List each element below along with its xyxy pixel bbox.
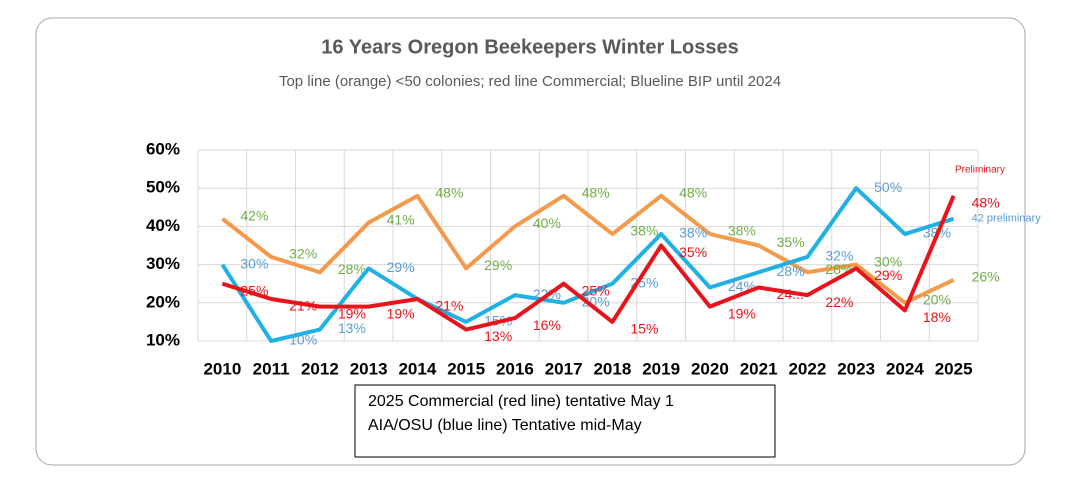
x-tick-label: 2016 (496, 359, 534, 378)
data-label: 42% (240, 207, 268, 223)
data-label: 32% (825, 248, 853, 264)
line (221, 193, 955, 305)
chart-title: 16 Years Oregon Beekeepers Winter Losses (321, 36, 738, 58)
plot: 10% 20% 30% 40% 50% 60% 2010 2011 2012 2013 2014 20… (146, 139, 1041, 378)
data-label: 21% (435, 298, 463, 314)
data-label: 28% (777, 263, 805, 279)
x-tick-label: 2010 (203, 359, 241, 378)
data-label: 10% (289, 332, 317, 348)
data-label: 25% (240, 282, 268, 298)
x-tick-label: 2021 (740, 359, 778, 378)
data-label: 21% (289, 298, 317, 314)
y-tick-label: 50% (146, 178, 180, 197)
x-tick-label: 2012 (301, 359, 339, 378)
data-label: 35% (679, 244, 707, 260)
data-label: 29% (387, 259, 415, 275)
data-label: 35% (777, 234, 805, 250)
x-tick-label: 2014 (398, 359, 436, 378)
y-tick-label: 30% (146, 254, 180, 273)
data-label: 30% (874, 253, 902, 269)
data-label: 38% (679, 225, 707, 241)
line (220, 186, 955, 343)
note-line: 2025 Commercial (red line) tentative May… (368, 393, 674, 410)
data-label: 32% (289, 246, 317, 262)
x-tick-label: 2019 (642, 359, 680, 378)
x-tick-label: 2015 (447, 359, 485, 378)
data-label: 18% (923, 309, 951, 325)
data-label: 50% (874, 179, 902, 195)
x-tick-label: 2013 (350, 359, 388, 378)
y-tick-label: 60% (146, 139, 180, 158)
data-label: 13% (338, 320, 366, 336)
data-label: 15% (630, 321, 658, 337)
chart-subtitle: Top line (orange) <50 colonies; red line… (279, 73, 781, 90)
line (221, 195, 956, 332)
chart-frame (35, 17, 1026, 466)
x-tick-label: 2022 (788, 359, 826, 378)
data-label: 48% (582, 185, 610, 201)
note-box: 2025 Commercial (red line) tentative May… (354, 384, 776, 458)
x-tick-label: 2024 (886, 359, 924, 378)
x-tick-label: 2025 (935, 359, 973, 378)
data-label: 19% (387, 305, 415, 321)
data-label: 48% (435, 185, 463, 201)
data-label: 28% (338, 261, 366, 277)
data-label: 19% (338, 305, 366, 321)
x-tick-label: 2020 (691, 359, 729, 378)
data-label: 20% (923, 292, 951, 308)
x-tick-label: 2017 (545, 359, 583, 378)
data-label: 29% (484, 257, 512, 273)
data-label: 16% (533, 317, 561, 333)
data-label: 42 preliminary (972, 213, 1042, 225)
note-frame (354, 384, 776, 458)
data-label: 13% (484, 328, 512, 344)
data-label: 38% (728, 223, 756, 239)
x-tick-label: 2023 (837, 359, 875, 378)
annotation: Preliminary (955, 165, 1005, 176)
y-tick-label: 40% (146, 216, 180, 235)
data-label: 29% (874, 267, 902, 283)
data-label: 25% (582, 282, 610, 298)
x-tick-label: 2018 (593, 359, 631, 378)
data-label: 40% (533, 215, 561, 231)
y-tick-label: 10% (146, 330, 180, 349)
note-line: AIA/OSU (blue line) Tentative mid-May (368, 417, 642, 434)
data-label: 30% (240, 255, 268, 271)
data-label: 41% (387, 211, 415, 227)
data-label: 26% (972, 269, 1000, 285)
data-label: 22% (825, 294, 853, 310)
data-label: 19% (728, 305, 756, 321)
data-label: 48% (972, 195, 1000, 211)
data-label: 38% (630, 223, 658, 239)
data-label: 24... (777, 286, 804, 302)
x-tick-label: 2011 (253, 359, 290, 378)
data-label: 48% (679, 185, 707, 201)
y-tick-label: 20% (146, 292, 180, 311)
